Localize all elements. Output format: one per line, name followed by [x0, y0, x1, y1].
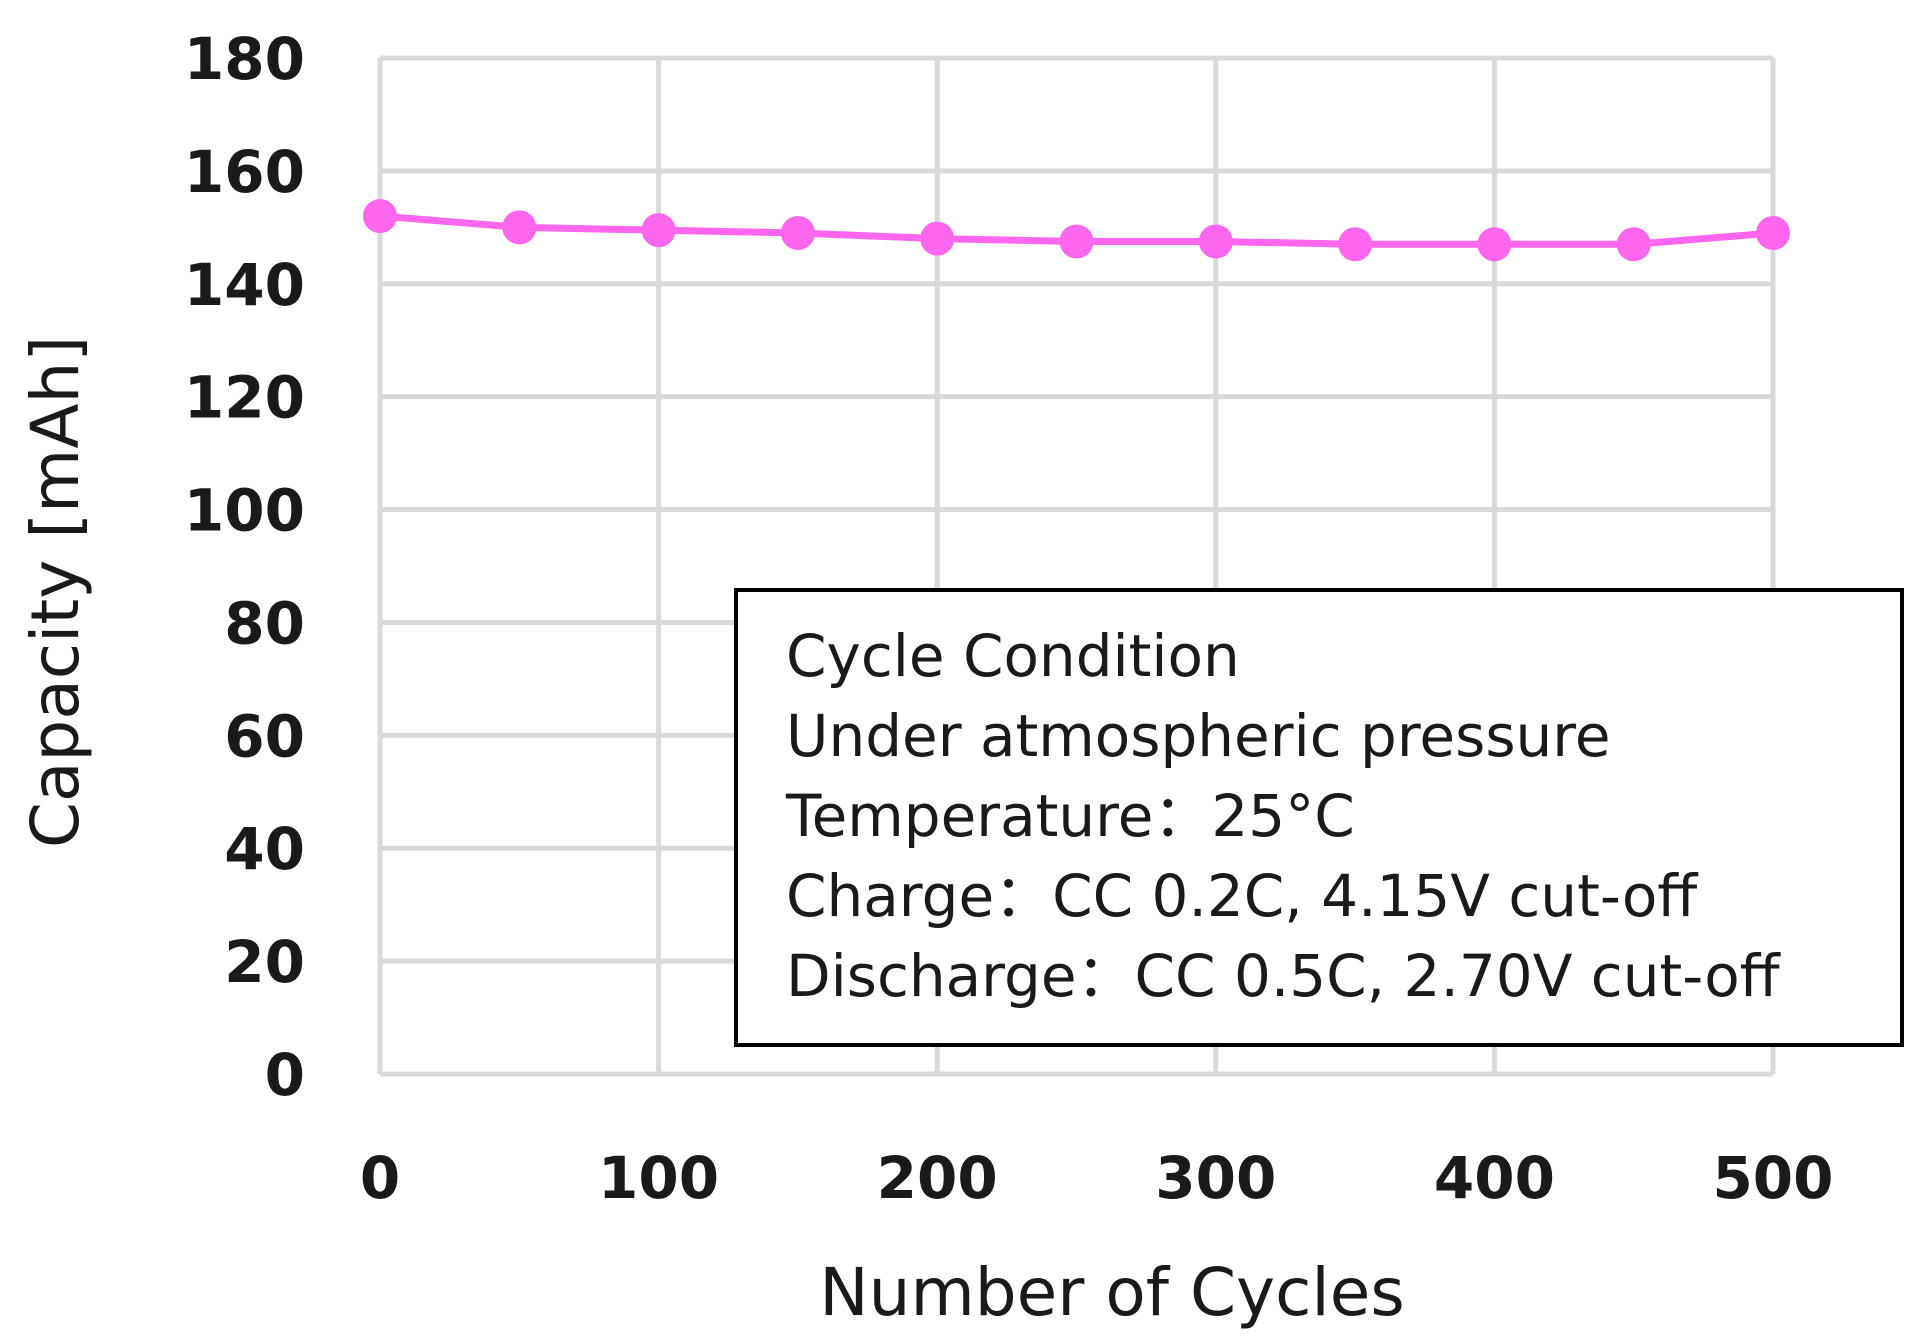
- cycle-condition-box: Cycle Condition Under atmospheric pressu…: [734, 588, 1904, 1047]
- data-point: [1198, 224, 1233, 259]
- y-tick-label: 120: [184, 364, 305, 432]
- x-tick-label: 400: [1434, 1144, 1555, 1212]
- series-capacity: [363, 199, 1790, 262]
- x-tick-label: 500: [1712, 1144, 1833, 1212]
- x-axis-label: Number of Cycles: [819, 1254, 1404, 1331]
- cycle-condition-line: Discharge：CC 0.5C, 2.70V cut-off: [786, 942, 1782, 1010]
- y-tick-label: 80: [224, 589, 305, 657]
- x-tick-label: 100: [598, 1144, 719, 1212]
- cycle-condition-line: Cycle Condition: [786, 622, 1240, 690]
- cycle-condition-line: Under atmospheric pressure: [786, 702, 1611, 770]
- data-point: [1059, 224, 1094, 259]
- data-point: [641, 213, 676, 248]
- data-point: [1756, 215, 1790, 250]
- cycle-condition-line: Temperature：25°C: [785, 782, 1355, 850]
- x-tick-labels: 0 100 200 300 400 500: [360, 1144, 1834, 1212]
- x-tick-label: 300: [1155, 1144, 1276, 1212]
- y-tick-labels: 0 20 40 60 80 100 120 140 160 180: [184, 25, 305, 1109]
- data-point: [1477, 227, 1512, 262]
- y-tick-label: 0: [265, 1041, 305, 1109]
- data-point: [780, 215, 815, 250]
- y-tick-label: 160: [184, 138, 305, 206]
- data-point: [1338, 227, 1373, 262]
- y-tick-label: 100: [184, 477, 305, 545]
- y-tick-label: 180: [184, 25, 305, 93]
- data-point: [920, 221, 955, 256]
- data-point: [363, 199, 397, 234]
- y-tick-label: 20: [224, 928, 305, 996]
- data-point: [502, 210, 537, 245]
- x-tick-label: 200: [877, 1144, 998, 1212]
- x-tick-label: 0: [360, 1144, 400, 1212]
- y-tick-label: 40: [224, 815, 305, 883]
- data-point: [1616, 227, 1651, 262]
- y-tick-label: 140: [184, 251, 305, 319]
- cycle-condition-line: Charge：CC 0.2C, 4.15V cut-off: [786, 862, 1699, 930]
- cycle-condition-frame: [734, 588, 1904, 1047]
- y-axis-label: Capacity [mAh]: [17, 336, 94, 848]
- y-tick-label: 60: [224, 702, 305, 770]
